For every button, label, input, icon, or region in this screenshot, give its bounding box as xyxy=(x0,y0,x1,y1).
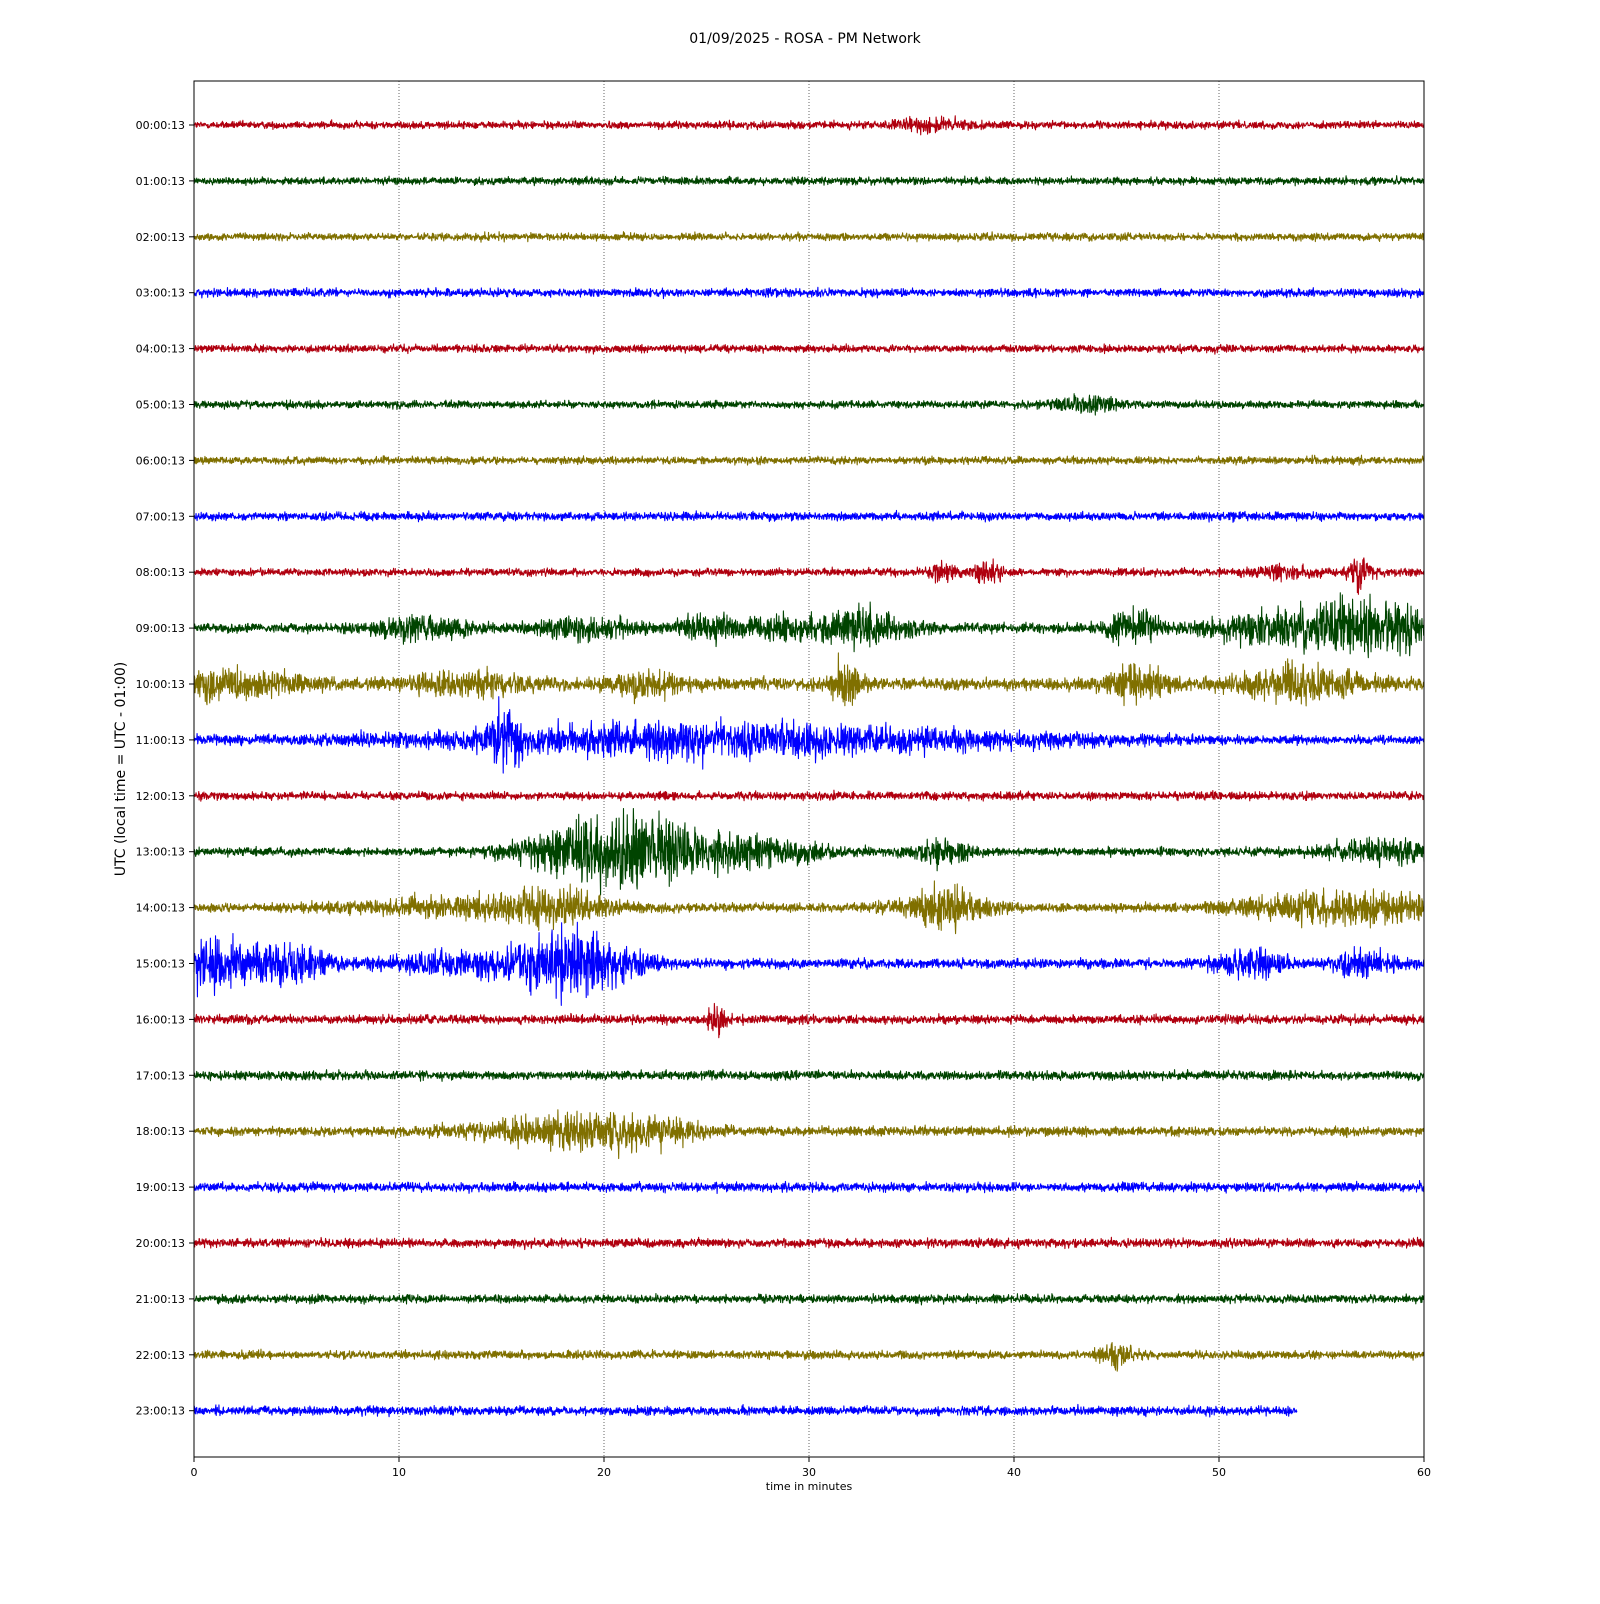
x-tick-label: 40 xyxy=(1007,1466,1021,1479)
x-tick-label: 50 xyxy=(1212,1466,1226,1479)
y-tick-label: 20:00:13 xyxy=(136,1237,185,1250)
y-tick-label: 07:00:13 xyxy=(136,510,185,523)
trace-line xyxy=(193,1002,1425,1039)
x-tick-label: 10 xyxy=(392,1466,406,1479)
y-tick-label: 11:00:13 xyxy=(136,734,185,747)
y-tick-label: 06:00:13 xyxy=(136,454,185,467)
x-tick-label: 60 xyxy=(1417,1466,1431,1479)
trace-line xyxy=(193,454,1425,466)
trace-line xyxy=(193,696,1425,774)
y-tick-label: 23:00:13 xyxy=(136,1405,185,1418)
x-axis-label: time in minutes xyxy=(766,1480,853,1493)
chart-title: 01/09/2025 - ROSA - PM Network xyxy=(689,31,921,47)
trace-line xyxy=(193,789,1425,802)
y-tick-label: 09:00:13 xyxy=(136,622,185,635)
y-tick-label: 01:00:13 xyxy=(136,175,185,188)
trace-line xyxy=(193,393,1425,416)
trace-line xyxy=(193,592,1425,659)
x-tick-label: 0 xyxy=(191,1466,198,1479)
y-tick-label: 02:00:13 xyxy=(136,231,185,244)
y-tick-label: 22:00:13 xyxy=(136,1349,185,1362)
y-tick-label: 05:00:13 xyxy=(136,399,185,412)
trace-line xyxy=(193,880,1425,935)
trace-line xyxy=(193,807,1425,896)
y-tick-label: 18:00:13 xyxy=(136,1125,185,1138)
y-tick-label: 17:00:13 xyxy=(136,1069,185,1082)
trace-line xyxy=(193,1180,1425,1195)
y-tick-label: 12:00:13 xyxy=(136,790,185,803)
trace-line xyxy=(193,921,1425,1006)
trace-line xyxy=(193,343,1425,355)
trace-line xyxy=(193,509,1425,523)
y-tick-label: 19:00:13 xyxy=(136,1181,185,1194)
y-tick-label: 15:00:13 xyxy=(136,958,185,971)
y-tick-label: 10:00:13 xyxy=(136,678,185,691)
trace-line xyxy=(193,115,1425,136)
y-tick-label: 00:00:13 xyxy=(136,119,185,132)
trace-line xyxy=(193,286,1425,300)
x-tick-label: 20 xyxy=(597,1466,611,1479)
y-axis-label: UTC (local time = UTC - 01:00) xyxy=(113,662,129,877)
y-tick-label: 16:00:13 xyxy=(136,1013,185,1026)
y-tick-label: 04:00:13 xyxy=(136,343,185,356)
trace-line xyxy=(193,175,1425,187)
trace-line xyxy=(193,1236,1425,1251)
x-tick-label: 30 xyxy=(802,1466,816,1479)
trace-line xyxy=(193,1292,1425,1306)
trace-line xyxy=(193,652,1425,707)
x-tick-labels: 0 10 20 30 40 50 60 xyxy=(191,1457,1431,1479)
y-tick-label: 14:00:13 xyxy=(136,902,185,915)
trace-line xyxy=(193,1068,1425,1082)
y-tick-labels: 00:00:13 01:00:13 02:00:13 03:00:13 04:00:13… xyxy=(136,119,194,1418)
trace-line xyxy=(193,1403,1298,1418)
trace-line xyxy=(193,557,1425,595)
trace-line xyxy=(193,231,1425,243)
plot-frame xyxy=(193,80,1425,1458)
y-tick-label: 13:00:13 xyxy=(136,846,185,859)
trace-line xyxy=(193,1342,1425,1372)
y-tick-label: 21:00:13 xyxy=(136,1293,185,1306)
traces xyxy=(193,115,1425,1418)
y-tick-label: 08:00:13 xyxy=(136,566,185,579)
y-tick-label: 03:00:13 xyxy=(136,287,185,300)
grid-lines xyxy=(398,81,1220,1457)
trace-line xyxy=(193,1109,1425,1160)
